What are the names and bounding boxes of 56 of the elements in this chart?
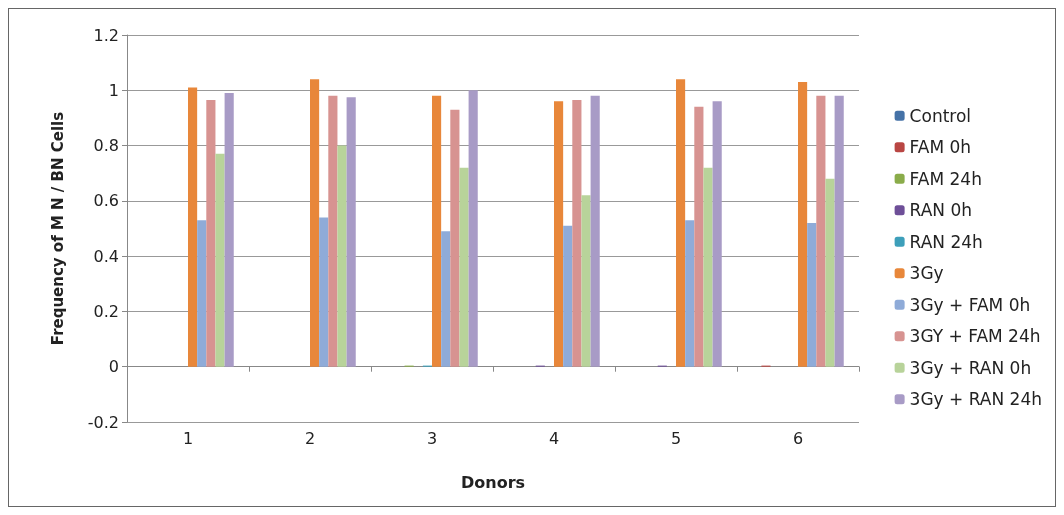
legend-label: 3Gy <box>909 263 944 284</box>
y-tick-label: 0.2 <box>93 301 119 321</box>
x-tick-label: 6 <box>792 428 804 448</box>
bar <box>554 101 564 367</box>
bar <box>581 195 591 367</box>
bar <box>563 225 573 367</box>
bar <box>694 106 704 367</box>
bar <box>206 99 216 367</box>
legend-label: Control <box>909 105 972 126</box>
bar <box>834 95 844 367</box>
y-axis-title: Frequency of M N / BN Cells <box>48 111 67 346</box>
x-tick-label: 5 <box>670 428 682 448</box>
bar <box>712 101 722 367</box>
bar <box>432 95 442 367</box>
bar <box>197 220 207 367</box>
y-tick-label: -0.2 <box>87 412 119 432</box>
y-tick-label: 0.6 <box>93 191 119 211</box>
bar <box>346 97 356 367</box>
x-axis-title: Donors <box>460 472 526 492</box>
legend-label: RAN 24h <box>909 231 983 252</box>
y-tick-label: 1 <box>108 80 119 100</box>
legend-label: 3GY + FAM 24h <box>909 326 1041 347</box>
bar <box>807 222 817 367</box>
legend-label: RAN 0h <box>909 200 973 221</box>
bar <box>468 90 478 367</box>
bar <box>590 95 600 367</box>
legend-label: 3Gy + RAN 24h <box>909 389 1043 410</box>
y-tick-label: 0.8 <box>93 136 119 156</box>
bar <box>685 220 695 367</box>
y-tick-label: 0 <box>108 357 119 377</box>
bar <box>215 153 225 367</box>
bar <box>224 93 234 367</box>
bar <box>319 217 329 367</box>
bar <box>441 231 451 367</box>
bar <box>328 95 338 367</box>
bar <box>676 79 686 367</box>
bar <box>459 167 469 367</box>
bar <box>310 79 320 367</box>
x-tick-label: 4 <box>548 428 560 448</box>
x-tick-label: 2 <box>304 428 316 448</box>
legend-label: 3Gy + FAM 0h <box>909 294 1031 315</box>
bar <box>337 145 347 367</box>
y-tick-label: 0.4 <box>93 246 119 266</box>
bar <box>798 81 808 367</box>
bar <box>825 178 835 367</box>
bar <box>572 99 582 367</box>
x-tick-label: 3 <box>426 428 438 448</box>
legend-label: FAM 24h <box>909 168 982 189</box>
bar <box>703 167 713 367</box>
x-tick-label: 1 <box>182 428 194 448</box>
bar <box>816 95 826 367</box>
bar <box>450 109 460 367</box>
y-tick-label: 1.2 <box>93 25 119 45</box>
legend-label: FAM 0h <box>909 137 972 158</box>
legend-label: 3Gy + RAN 0h <box>909 357 1032 378</box>
bar <box>188 87 198 367</box>
